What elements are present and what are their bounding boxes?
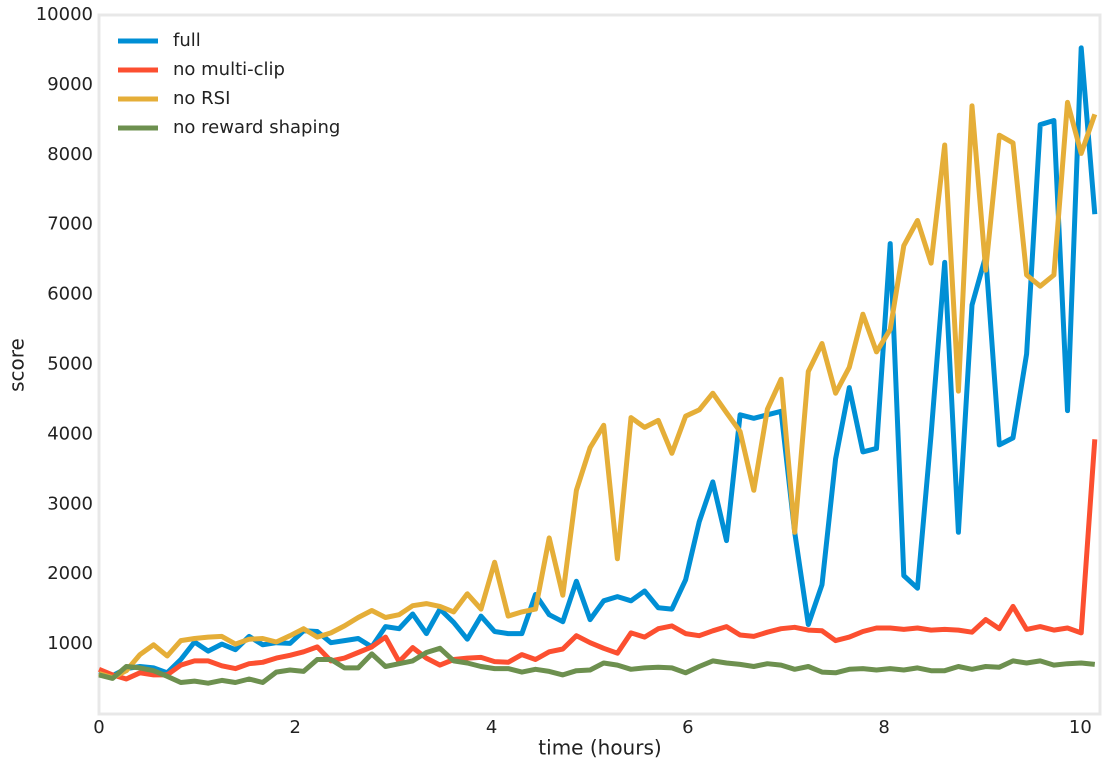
series-line bbox=[98, 45, 1098, 679]
legend-label: full bbox=[173, 30, 201, 51]
x-tick-label: 8 bbox=[878, 717, 889, 738]
x-tick-label: 10 bbox=[1069, 717, 1092, 738]
y-tick-label: 3000 bbox=[47, 493, 93, 514]
series-line bbox=[98, 439, 1098, 682]
y-tick-label: 2000 bbox=[47, 563, 93, 584]
y-tick-label: 6000 bbox=[47, 284, 93, 305]
y-tick-label: 8000 bbox=[47, 144, 93, 165]
y-tick-label: 10000 bbox=[36, 4, 93, 25]
legend-label: no multi-clip bbox=[173, 59, 285, 80]
legend-label: no RSI bbox=[173, 88, 230, 109]
y-tick-label: 7000 bbox=[47, 214, 93, 235]
x-tick-label: 6 bbox=[682, 717, 693, 738]
plot-frame bbox=[97, 13, 1102, 716]
y-axis-label: score bbox=[5, 338, 29, 392]
x-axis-label: time (hours) bbox=[538, 736, 661, 760]
y-tick-label: 9000 bbox=[47, 74, 93, 95]
y-tick-label: 1000 bbox=[47, 633, 93, 654]
y-tick-label: 5000 bbox=[47, 354, 93, 375]
legend-label: no reward shaping bbox=[173, 117, 340, 138]
y-tick-label: 4000 bbox=[47, 423, 93, 444]
x-tick-label: 0 bbox=[93, 717, 104, 738]
series-line bbox=[98, 645, 1096, 686]
x-tick-label: 4 bbox=[486, 717, 497, 738]
x-tick-label: 2 bbox=[290, 717, 301, 738]
series-line bbox=[98, 99, 1098, 681]
